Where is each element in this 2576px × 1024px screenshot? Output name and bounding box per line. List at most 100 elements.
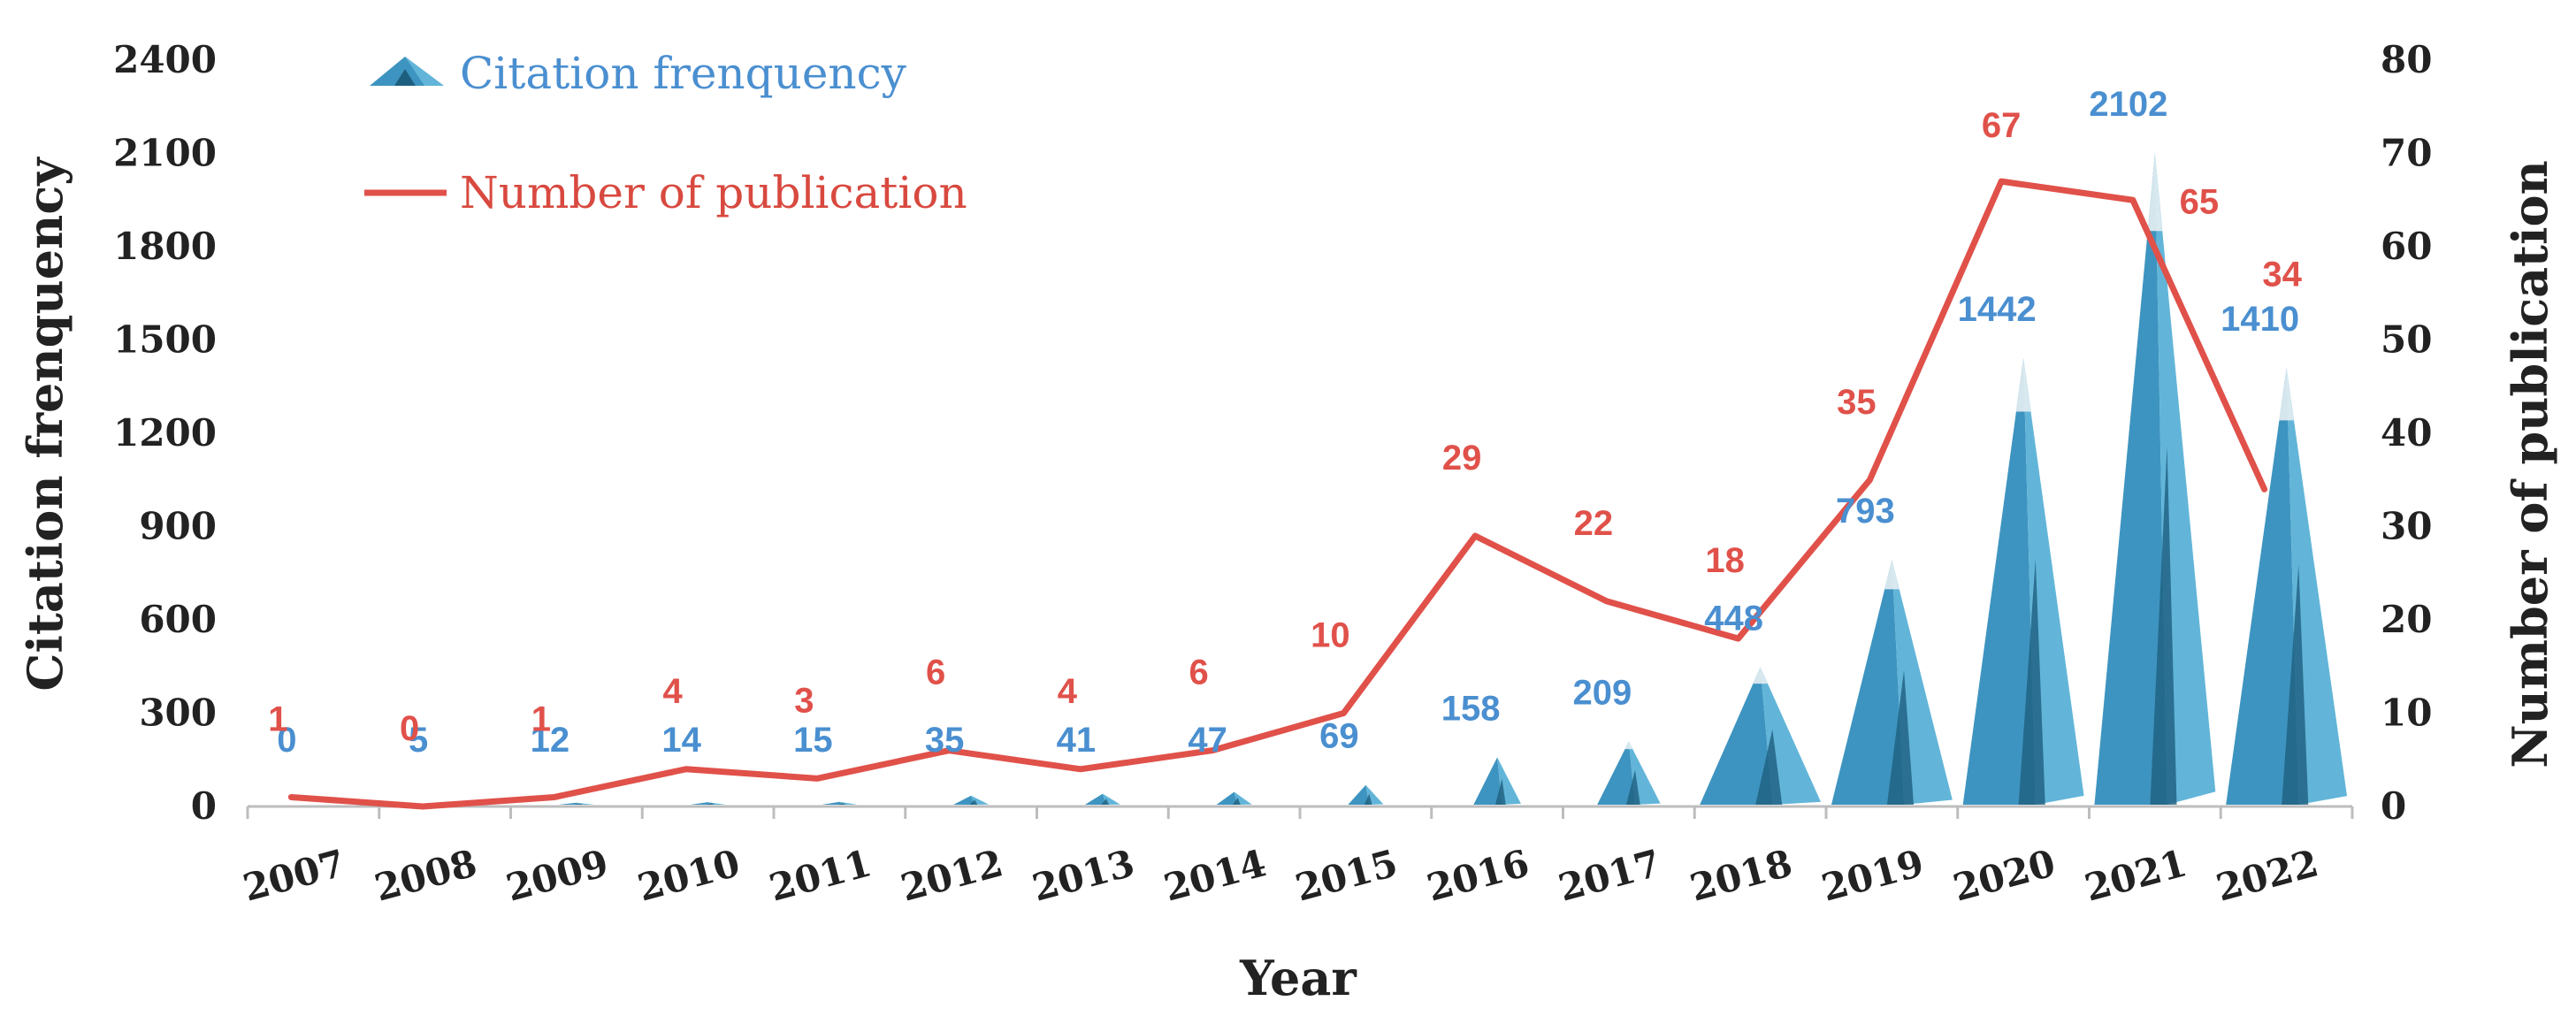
y-tick-label-left: 1800 [113, 225, 217, 268]
legend-cone-icon [370, 57, 444, 86]
cone-face-left [558, 802, 580, 805]
publication-data-label: 67 [1982, 106, 2022, 145]
y-tick-label-left: 900 [139, 505, 217, 548]
citation-cone [1473, 757, 1521, 805]
cone-face-left [1216, 791, 1238, 805]
cone-face-left [1597, 741, 1636, 805]
cone-face-left [1831, 560, 1905, 805]
y-tick-label-left: 2400 [113, 38, 217, 81]
citation-cone [1216, 791, 1252, 805]
cone-shadow [1101, 799, 1110, 805]
y-axis-title-left: Citation frenquency [17, 157, 73, 692]
citation-cone [2094, 152, 2216, 806]
y-tick-label-right: 0 [2381, 784, 2406, 828]
publication-data-label: 6 [1189, 653, 1209, 692]
x-tick-label: 2015 [1291, 841, 1403, 910]
cone-face-left [2094, 152, 2167, 806]
y-tick-label-left: 1200 [113, 411, 217, 455]
cone-shadow [969, 799, 978, 805]
y-tick-label-left: 600 [139, 598, 217, 641]
citation-cone [822, 801, 858, 805]
citation-cone [1962, 357, 2084, 805]
cone-shadow [1626, 769, 1640, 805]
publication-data-label: 1 [531, 699, 551, 738]
citation-data-label: 12 [531, 721, 570, 760]
publication-data-label: 4 [663, 672, 684, 711]
cone-shadow [1494, 778, 1506, 805]
cone-highlight [1624, 741, 1633, 750]
cone-face-left [1348, 784, 1370, 805]
citation-cone [690, 802, 726, 805]
x-tick-label: 2022 [2212, 841, 2323, 910]
citation-data-label: 793 [1836, 492, 1895, 531]
citation-cone [1084, 793, 1120, 805]
y-tick-label-right: 30 [2381, 505, 2432, 548]
citation-data-label: 47 [1188, 721, 1227, 760]
cone-face-left [822, 801, 844, 805]
publication-data-label: 1 [268, 699, 287, 738]
x-axis-title: Year [1239, 950, 1357, 1006]
citation-cone [558, 802, 594, 805]
publication-data-label: 29 [1442, 439, 1482, 478]
y-axis-title-right: Number of publication [2502, 160, 2558, 768]
citation-data-label: 5 [409, 721, 428, 760]
citation-data-label: 14 [661, 721, 701, 760]
citation-data-label: 1410 [2221, 300, 2299, 339]
publication-data-label: 10 [1311, 616, 1350, 655]
x-tick-label: 2014 [1159, 841, 1271, 910]
citation-cones [427, 152, 2348, 806]
citation-data-label: 448 [1704, 599, 1763, 638]
citation-data-label: 15 [793, 721, 833, 760]
citation-cone [1597, 741, 1661, 805]
y-tick-label-left: 0 [191, 784, 217, 828]
y-tick-label-right: 80 [2381, 38, 2432, 81]
citation-data-label: 41 [1057, 721, 1097, 760]
x-tick-label: 2011 [765, 841, 876, 910]
x-tick-label: 2008 [371, 841, 482, 910]
y-tick-label-right: 50 [2381, 318, 2432, 362]
citation-cone [1700, 667, 1822, 805]
citation-cone [1831, 560, 1953, 805]
y-tick-label-right: 10 [2381, 692, 2432, 735]
citation-data-label: 2102 [2089, 85, 2167, 124]
x-tick-label: 2013 [1028, 841, 1139, 910]
citation-cone [2226, 368, 2348, 805]
cone-shadow [2018, 559, 2045, 805]
citation-cone [1348, 784, 1384, 805]
cone-highlight [2147, 152, 2163, 232]
cone-face-left [1473, 757, 1502, 805]
x-tick-label: 2018 [1685, 841, 1797, 910]
cone-highlight [2015, 357, 2031, 412]
cone-face-left [1962, 357, 2036, 805]
citation-data-label: 69 [1319, 717, 1359, 756]
cone-shadow [1364, 793, 1372, 805]
citation-data-label: 209 [1573, 674, 1632, 713]
x-tick-label: 2009 [501, 841, 613, 910]
cone-shadow [707, 803, 715, 805]
legend: Citation frenquency Number of publicatio… [364, 48, 967, 218]
y-tick-label-left: 1500 [113, 318, 217, 362]
publication-data-label: 6 [926, 653, 945, 692]
cone-face-left [1084, 793, 1106, 805]
y-tick-label-right: 70 [2381, 132, 2432, 175]
y-tick-label-left: 2100 [113, 132, 217, 175]
y-tick-label-right: 40 [2381, 411, 2432, 455]
cone-shadow [1755, 729, 1783, 805]
cone-shadow [1233, 798, 1241, 805]
citation-data-label: 158 [1441, 689, 1501, 728]
cone-face-left [690, 802, 712, 805]
cone-face-left [953, 795, 975, 805]
cone-face-left [1700, 667, 1773, 805]
publication-data-label: 22 [1574, 504, 1614, 543]
cone-shadow [575, 803, 584, 805]
legend-citation-label: Citation frenquency [460, 48, 907, 99]
x-tick-label: 2020 [1949, 841, 2060, 910]
cone-highlight [1753, 667, 1768, 684]
x-tick-label: 2021 [2080, 841, 2191, 910]
cone-shadow [2150, 446, 2177, 805]
publication-line [287, 178, 2268, 810]
publication-data-label: 34 [2262, 255, 2302, 294]
publication-data-label: 35 [1837, 383, 1877, 422]
x-tick-label: 2017 [1554, 841, 1665, 910]
